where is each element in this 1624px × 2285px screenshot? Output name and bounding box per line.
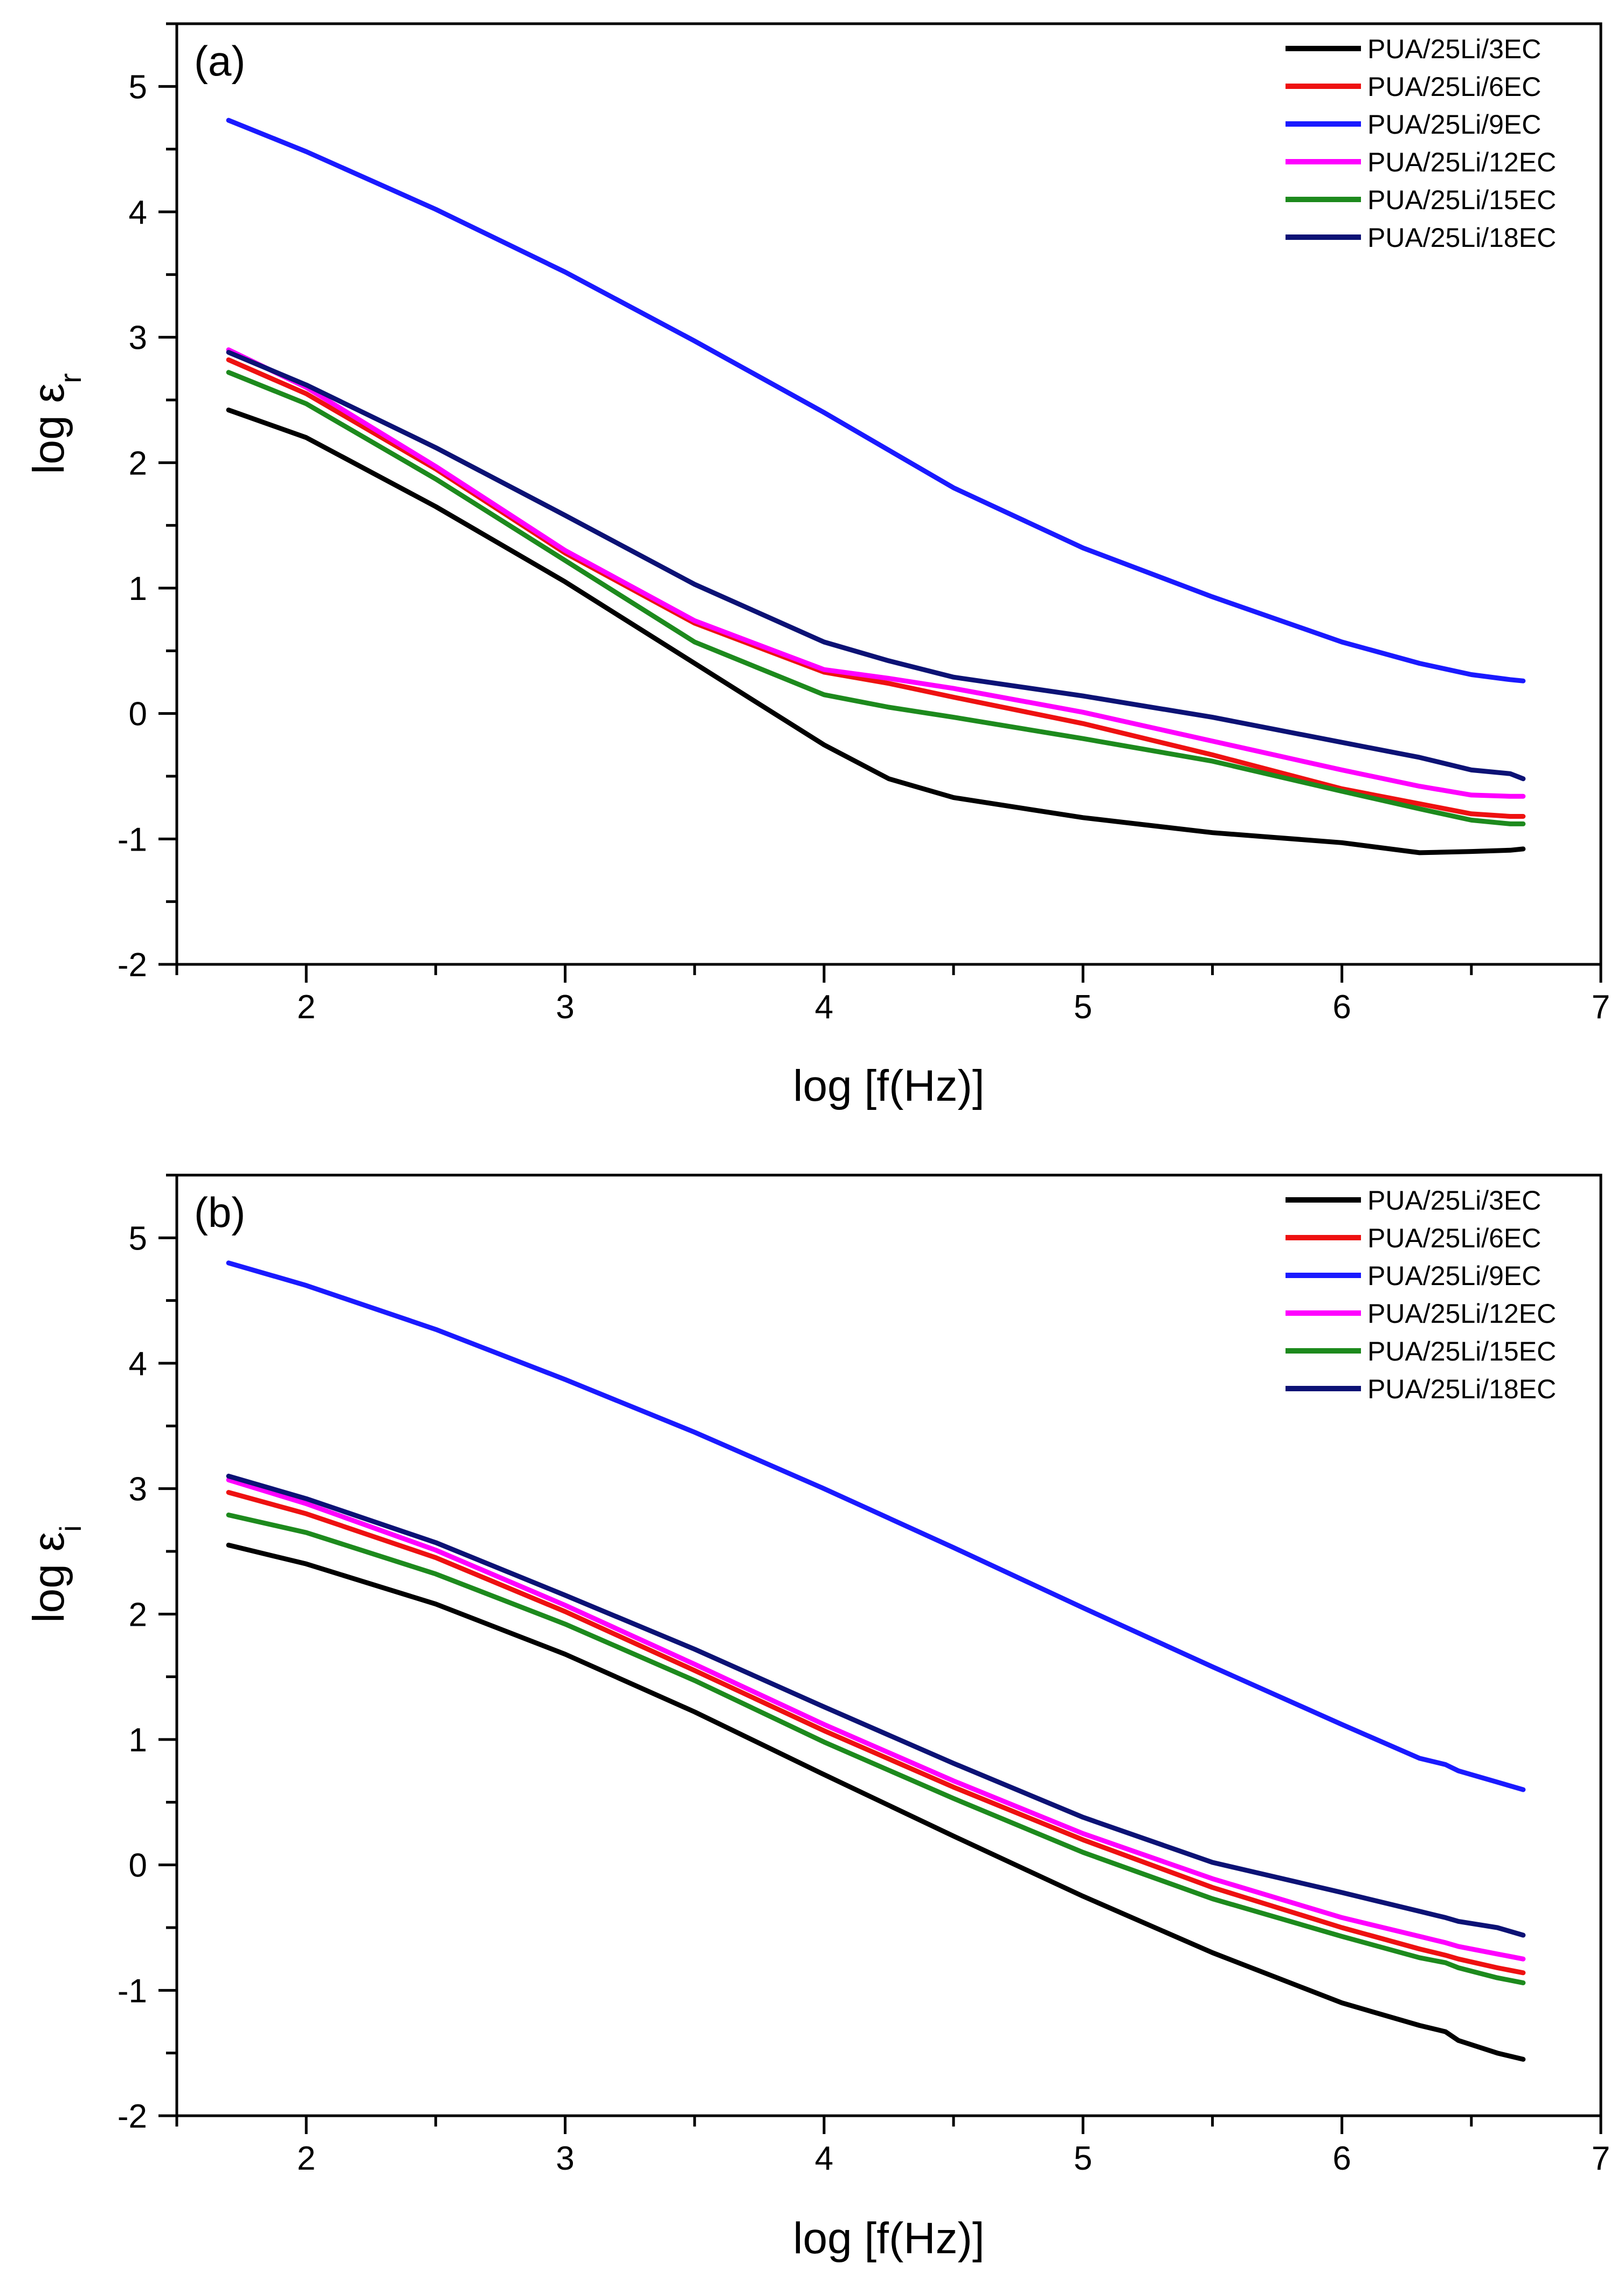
legend-item: PUA/25Li/15EC [1286, 1336, 1556, 1366]
x-tick-labels: 2 3 4 5 6 7 [297, 989, 1610, 1026]
y-tick-label: 5 [129, 68, 147, 106]
y-axis-title-main: log ε [24, 1532, 73, 1623]
y-tick-label: -1 [118, 1972, 147, 2010]
series-line [226, 1473, 1526, 1938]
y-axis-title-subscript: i [53, 1525, 87, 1531]
y-tick-labels: -2 -1 0 1 2 3 4 5 [118, 1220, 147, 2135]
y-tick-label: 4 [129, 194, 147, 231]
legend-item: PUA/25Li/6EC [1286, 1223, 1541, 1253]
series-line [226, 1513, 1526, 1985]
y-tick-label: -2 [118, 2098, 147, 2135]
legend-item: PUA/25Li/18EC [1286, 223, 1556, 253]
axis-ticks [158, 22, 1602, 983]
legend: PUA/25Li/3EC PUA/25Li/6EC PUA/25Li/9EC PUA/… [1286, 34, 1556, 253]
y-tick-label: 3 [129, 1471, 147, 1508]
series-line [226, 1542, 1526, 2062]
panel-label: (b) [194, 1189, 245, 1236]
x-tick-label: 5 [1074, 989, 1092, 1026]
x-tick-label: 6 [1332, 989, 1351, 1026]
x-tick-label: 7 [1592, 989, 1610, 1026]
series-line [226, 408, 1526, 855]
series-line [226, 347, 1526, 799]
legend: PUA/25Li/3EC PUA/25Li/6EC PUA/25Li/9EC PUA/… [1286, 1185, 1556, 1404]
legend-label: PUA/25Li/15EC [1367, 1336, 1556, 1366]
x-tick-labels: 2 3 4 5 6 7 [297, 2140, 1610, 2177]
x-tick-label: 6 [1332, 2140, 1351, 2177]
y-axis-title: log εr [24, 373, 87, 474]
y-tick-labels: -2 -1 0 1 2 3 4 5 [118, 68, 147, 984]
axis-ticks [158, 1173, 1602, 2134]
x-tick-label: 2 [297, 2140, 315, 2177]
y-axis-title-subscript: r [53, 373, 87, 383]
legend-label: PUA/25Li/12EC [1367, 147, 1556, 177]
x-tick-label: 7 [1592, 2140, 1610, 2177]
y-tick-label: 0 [129, 1847, 147, 1884]
y-tick-label: -2 [118, 947, 147, 984]
series-line [226, 350, 1526, 782]
legend-label: PUA/25Li/12EC [1367, 1299, 1556, 1329]
y-tick-label: 1 [129, 570, 147, 608]
x-tick-label: 4 [815, 2140, 833, 2177]
legend-label: PUA/25Li/18EC [1367, 223, 1556, 253]
y-tick-label: 5 [129, 1220, 147, 1257]
legend-label: PUA/25Li/6EC [1367, 1223, 1541, 1253]
legend-label: PUA/25Li/3EC [1367, 1185, 1541, 1216]
series-line [226, 118, 1526, 684]
legend-item: PUA/25Li/12EC [1286, 1299, 1556, 1329]
x-tick-label: 3 [556, 2140, 574, 2177]
legend-item: PUA/25Li/18EC [1286, 1374, 1556, 1404]
x-axis-title: log [f(Hz)] [793, 2214, 984, 2263]
legend-label: PUA/25Li/18EC [1367, 1374, 1556, 1404]
legend-item: PUA/25Li/9EC [1286, 109, 1541, 140]
y-tick-label: -1 [118, 821, 147, 858]
y-tick-label: 3 [129, 320, 147, 357]
y-tick-label: 0 [129, 696, 147, 733]
y-axis-title-main: log ε [24, 383, 73, 474]
x-axis-title: log [f(Hz)] [793, 1061, 984, 1110]
x-tick-label: 2 [297, 989, 315, 1026]
legend-item: PUA/25Li/9EC [1286, 1261, 1541, 1291]
series-line [226, 357, 1526, 819]
legend-label: PUA/25Li/6EC [1367, 72, 1541, 102]
legend-label: PUA/25Li/9EC [1367, 1261, 1541, 1291]
series-line [226, 370, 1526, 826]
series-line [226, 1260, 1526, 1792]
series-lines [226, 118, 1526, 855]
legend-item: PUA/25Li/12EC [1286, 147, 1556, 177]
series-line [226, 1490, 1526, 1976]
legend-item: PUA/25Li/3EC [1286, 34, 1541, 64]
x-tick-label: 4 [815, 989, 833, 1026]
y-tick-label: 4 [129, 1345, 147, 1383]
y-tick-label: 2 [129, 445, 147, 482]
panel-b: 2 3 4 5 6 7 -2 -1 0 1 2 3 4 5 (b) log [f(Hz)] log εi… [24, 1173, 1610, 2263]
legend-item: PUA/25Li/6EC [1286, 72, 1541, 102]
legend-item: PUA/25Li/3EC [1286, 1185, 1541, 1216]
legend-item: PUA/25Li/15EC [1286, 185, 1556, 215]
panel-a: 2 3 4 5 6 7 -2 -1 0 1 2 3 4 5 (a) log [f(Hz)] log εr… [24, 22, 1610, 1110]
legend-label: PUA/25Li/9EC [1367, 109, 1541, 140]
x-tick-label: 5 [1074, 2140, 1092, 2177]
plot-frame [175, 1173, 1602, 2117]
legend-label: PUA/25Li/15EC [1367, 185, 1556, 215]
series-line [226, 1477, 1526, 1962]
plot-frame [175, 22, 1602, 966]
x-tick-label: 3 [556, 989, 574, 1026]
y-tick-label: 1 [129, 1722, 147, 1759]
y-tick-label: 2 [129, 1596, 147, 1633]
legend-label: PUA/25Li/3EC [1367, 34, 1541, 64]
series-lines [226, 1260, 1526, 2062]
panel-label: (a) [194, 37, 245, 85]
y-axis-title: log εi [24, 1525, 87, 1623]
